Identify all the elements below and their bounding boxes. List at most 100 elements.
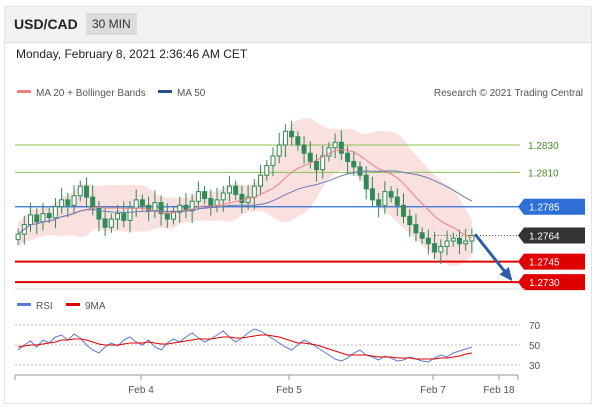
level-tag-1.2785 (518, 198, 585, 215)
ma9-legend-label: 9MA (85, 301, 106, 312)
candle-body (177, 204, 183, 213)
candle-body (189, 200, 195, 212)
candle-body (320, 155, 326, 171)
rsi-tick-70: 70 (529, 321, 541, 332)
candle-body (133, 199, 139, 209)
candle-body (90, 196, 96, 209)
candle-body (413, 224, 419, 234)
candle-body (450, 237, 456, 242)
candle-body (295, 136, 301, 146)
candle-body (251, 185, 257, 198)
candle-body (15, 233, 21, 241)
rsi-plot-area: 70 50 30 (15, 321, 541, 372)
candle-body (239, 193, 245, 204)
rsi-tick-30: 30 (529, 361, 541, 372)
rsi-line (17, 328, 473, 363)
candle-body (276, 144, 282, 157)
candle-body (115, 213, 121, 220)
rsi-ma9-line (18, 334, 472, 360)
candle-body (152, 202, 158, 212)
candle-body (258, 174, 264, 187)
candle-body (351, 160, 357, 168)
candle-body (301, 144, 307, 154)
x-tick-Feb-5: Feb 5 (276, 385, 302, 396)
level-tag-1.2730 (518, 274, 585, 291)
ma20-legend-swatch (17, 90, 31, 93)
candle-body (65, 199, 71, 206)
level-label-1.2830: 1.2830 (528, 141, 559, 152)
ma50-line (17, 170, 473, 235)
candle-body (46, 213, 52, 219)
candle-body (71, 195, 77, 206)
level-label-1.2764: 1.2764 (529, 232, 560, 243)
candle-body (127, 207, 133, 221)
chart-frame: USD/CAD 30 MIN Monday, February 8, 2021 … (4, 6, 592, 404)
candle-body (407, 215, 413, 226)
rsi-legend-swatch (17, 303, 31, 306)
candle-body (102, 218, 108, 228)
candle-body (195, 191, 201, 202)
level-label-1.2785: 1.2785 (529, 203, 560, 214)
candle-body (469, 235, 475, 242)
candle-body (394, 196, 400, 206)
ma50-legend-swatch (158, 90, 172, 93)
candle-body (226, 185, 232, 194)
candle-body (313, 160, 319, 171)
level-label-1.2810: 1.2810 (528, 168, 559, 179)
candle-body (164, 213, 170, 220)
symbol-title: USD/CAD (14, 16, 78, 32)
candle-body (369, 188, 375, 201)
rsi-tick-50: 50 (529, 341, 541, 352)
candle-body (83, 185, 89, 198)
candle-body (444, 240, 450, 247)
candle-body (388, 191, 394, 198)
rsi-legend-label: RSI (36, 301, 53, 312)
candle-body (139, 199, 145, 206)
candle-body (34, 214, 40, 223)
candle-body (345, 152, 351, 162)
candle-body (289, 130, 295, 138)
level-label-1.2745: 1.2745 (529, 258, 560, 269)
candle-body (307, 152, 313, 162)
candle-body (456, 237, 462, 245)
level-label-1.2730: 1.2730 (529, 278, 560, 289)
candle-body (121, 213, 127, 221)
candle-body (270, 155, 276, 167)
candle-body (214, 199, 220, 206)
x-tick-Feb-18: Feb 18 (483, 385, 515, 396)
ma50-legend-label: MA 50 (177, 88, 206, 99)
candle-body (401, 204, 407, 217)
candle-body (332, 141, 338, 149)
x-axis-ticks: Feb 4 Feb 5 Feb 7 Feb 18 (14, 375, 519, 396)
price-plot-area: 1.2830 1.2810 1.2785 1.2764 1.2745 1.2730 (15, 118, 585, 291)
candle-body (425, 237, 431, 245)
candle-body (382, 191, 388, 206)
candle-body (338, 141, 344, 154)
candle-body (376, 199, 382, 206)
ma20-legend-label: MA 20 + Bollinger Bands (36, 88, 146, 99)
candle-body (432, 243, 438, 253)
candle-body (108, 218, 114, 228)
candle-body (245, 196, 251, 204)
ma9-legend-swatch (66, 303, 80, 306)
candle-body (52, 206, 58, 219)
candle-body (40, 213, 46, 223)
candle-body (438, 245, 444, 253)
candle-body (264, 165, 270, 176)
candle-body (419, 232, 425, 239)
ma20-line (17, 149, 473, 239)
candle-body (59, 199, 65, 208)
candle-body (208, 197, 214, 206)
candle-body (28, 214, 34, 226)
chart-header: USD/CAD 30 MIN (5, 7, 591, 43)
level-tag-1.2745 (518, 253, 585, 270)
x-tick-Feb-7: Feb 7 (420, 385, 446, 396)
forecast-arrow-head (499, 267, 513, 281)
timeframe-badge[interactable]: 30 MIN (86, 13, 137, 35)
candle-body (282, 130, 288, 146)
chart-datetime: Monday, February 8, 2021 2:36:46 AM CET (16, 47, 248, 61)
candle-body (463, 240, 469, 245)
candle-body (77, 185, 83, 197)
candle-body (363, 174, 369, 190)
candle-body (233, 185, 239, 195)
